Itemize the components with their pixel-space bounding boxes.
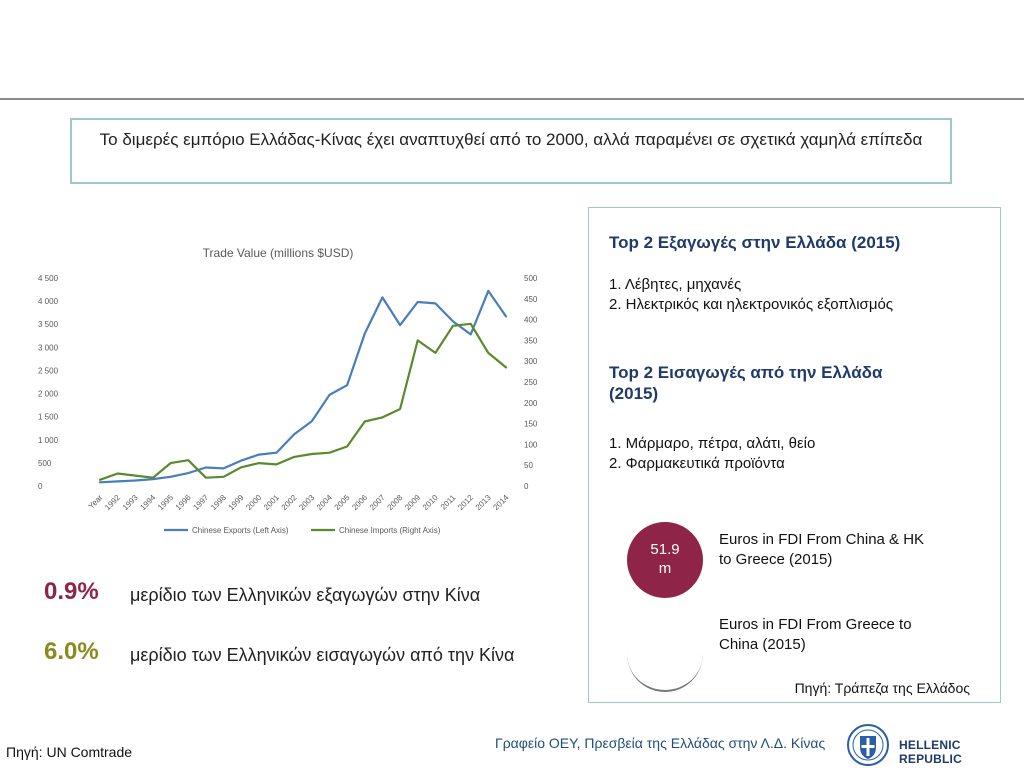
x-axis-tick-label: 2007: [368, 493, 387, 512]
left-axis-tick-label: 4 000: [38, 297, 59, 306]
exports-panel-title: Top 2 Εξαγωγές στην Ελλάδα (2015): [609, 233, 901, 252]
x-axis-tick-label: 2011: [439, 493, 458, 512]
x-axis-tick-label: 2012: [456, 493, 475, 512]
x-axis-tick-label: 2008: [386, 493, 405, 512]
x-axis-tick-label: Year: [87, 493, 105, 511]
right-axis-tick-label: 450: [524, 295, 538, 304]
right-axis-tick-label: 200: [524, 399, 538, 408]
right-axis-tick-label: 500: [524, 274, 538, 283]
right-axis-tick-label: 0: [524, 482, 529, 491]
left-axis-tick-label: 4 500: [38, 274, 59, 283]
right-axis-tick-label: 400: [524, 316, 538, 325]
right-axis-tick-label: 150: [524, 420, 538, 429]
x-axis-tick-label: 1998: [209, 493, 228, 512]
legend-imports-label: Chinese Imports (Right Axis): [339, 526, 441, 535]
imports-item: 1. Μάρμαρο, πέτρα, αλάτι, θείο: [609, 435, 816, 452]
fdi-china-label-line1: Euros in FDI From China & HK: [719, 531, 925, 548]
right-axis-tick-label: 250: [524, 378, 538, 387]
fdi-china-badge: 51.9 m: [627, 522, 703, 598]
footer-source: Πηγή: UN Comtrade: [6, 744, 133, 760]
x-axis-tick-label: 1994: [138, 493, 157, 512]
imports-item: 2. Φαρμακευτικά προϊόντα: [609, 455, 785, 472]
fdi-china-label: Euros in FDI From China & HK to Greece (…: [719, 530, 924, 570]
fdi-china-unit: m: [658, 560, 672, 577]
x-axis-tick-label: 1997: [191, 493, 210, 512]
hellenic-republic-label: HELLENIC REPUBLIC: [899, 738, 962, 766]
right-axis-tick-label: 350: [524, 336, 538, 345]
left-axis-tick-label: 3 000: [38, 343, 59, 352]
header-divider: [0, 98, 1024, 100]
footer-office: Γραφείο ΟΕΥ, Πρεσβεία της Ελλάδας στην Λ…: [495, 735, 826, 751]
imports-panel-title: Top 2 Εισαγωγές από την Ελλάδα (2015): [609, 362, 882, 404]
imports-series-line: [98, 322, 508, 481]
headline-text: Το διμερές εμπόριο Ελλάδας-Κίνας έχει αν…: [99, 130, 923, 149]
x-axis-tick-label: 2005: [333, 493, 352, 512]
x-axis-tick-label: 1996: [174, 493, 193, 512]
exports-share-value: 0.9%: [44, 578, 99, 605]
left-axis-tick-label: 2 000: [38, 390, 59, 399]
x-axis-tick-label: 2000: [244, 493, 263, 512]
right-axis-tick-label: 100: [524, 440, 538, 449]
imports-title-line2: (2015): [609, 384, 659, 403]
x-axis-tick-label: 2001: [262, 493, 281, 512]
left-axis-tick-label: 3 500: [38, 320, 59, 329]
exports-series-line: [98, 289, 508, 484]
x-axis-tick-label: 1999: [227, 493, 246, 512]
imports-share-label: μερίδιο των Ελληνικών εισαγωγών από την …: [130, 645, 515, 665]
imports-share-value: 6.0%: [44, 638, 99, 665]
left-axis-tick-label: 500: [38, 459, 52, 468]
x-axis-tick-label: 2002: [280, 493, 299, 512]
legend-exports-label: Chinese Exports (Left Axis): [192, 526, 289, 535]
exports-item: 2. Ηλεκτρικός και ηλεκτρονικός εξοπλισμό…: [609, 296, 894, 313]
headline-box: Το διμερές εμπόριο Ελλάδας-Κίνας έχει αν…: [70, 118, 952, 184]
trade-chart: Trade Value (millions $USD) 0 500 1 000 1 50…: [28, 232, 588, 552]
imports-list: 1. Μάρμαρο, πέτρα, αλάτι, θείο 2. Φαρμακ…: [609, 434, 815, 474]
x-axis-tick-label: 1993: [121, 493, 140, 512]
trade-info-panel: Top 2 Εξαγωγές στην Ελλάδα (2015) 1. Λέβ…: [588, 207, 1001, 703]
chart-title: Trade Value (millions $USD): [203, 246, 354, 260]
left-axis-tick-label: 1 500: [38, 413, 59, 422]
left-axis-tick-label: 1 000: [38, 436, 59, 445]
x-axis-tick-label: 2009: [403, 493, 422, 512]
x-axis-tick-label: 2003: [297, 493, 316, 512]
imports-title-line1: Top 2 Εισαγωγές από την Ελλάδα: [609, 363, 883, 382]
left-axis-tick-label: 2 500: [38, 366, 59, 375]
fdi-greece-label-line1: Euros in FDI From Greece to: [719, 616, 912, 633]
fdi-greece-label-line2: China (2015): [719, 636, 806, 653]
x-axis-tick-label: 2004: [315, 493, 334, 512]
fdi-greece-label: Euros in FDI From Greece to China (2015): [719, 615, 912, 655]
exports-list: 1. Λέβητες, μηχανές 2. Ηλεκτρικός και ηλ…: [609, 275, 893, 315]
x-axis-tick-label: 2013: [474, 493, 493, 512]
right-axis-tick-label: 300: [524, 357, 538, 366]
x-axis-tick-label: 1995: [156, 493, 175, 512]
x-axis-tick-label: 2014: [491, 493, 510, 512]
fdi-greece-badge: [627, 616, 703, 692]
x-axis-tick-label: 2010: [421, 493, 440, 512]
right-axis-tick-label: 50: [524, 461, 533, 470]
left-axis-tick-label: 0: [38, 482, 43, 491]
fdi-china-label-line2: to Greece (2015): [719, 551, 833, 568]
hellenic-emblem-icon: [846, 723, 890, 767]
x-axis-tick-label: 1992: [103, 493, 122, 512]
exports-share-label: μερίδιο των Ελληνικών εξαγωγών στην Κίνα: [130, 585, 481, 605]
x-axis-tick-label: 2006: [350, 493, 369, 512]
panel-source: Πηγή: Τράπεζα της Ελλάδος: [794, 680, 970, 696]
fdi-china-value: 51.9: [650, 541, 680, 558]
exports-item: 1. Λέβητες, μηχανές: [609, 276, 742, 293]
